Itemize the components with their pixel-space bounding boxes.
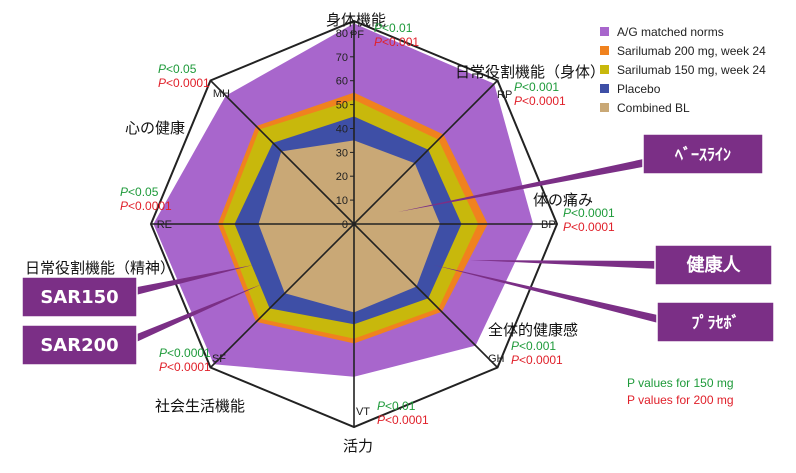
pvalue-200-gh: P<0.0001 [511, 353, 563, 367]
axis-spoke [353, 223, 499, 369]
legend-label: Placebo [617, 81, 661, 96]
callout-box [654, 244, 773, 286]
pvalue-150-vt: P<0.01 [377, 399, 416, 413]
callout-box [656, 301, 775, 343]
axis-spoke [353, 79, 499, 225]
axis-abbr-bp: BP [541, 219, 556, 231]
callout-pointer [398, 158, 648, 212]
pvalue-150-re: P<0.05 [120, 185, 159, 199]
legend-item: Combined BL [600, 98, 766, 117]
callout-label: 健康人 [687, 254, 742, 276]
callout-box [21, 324, 138, 366]
pvalue-200-mh: P<0.0001 [158, 76, 210, 90]
pvalue-150-mh: P<0.05 [158, 62, 197, 76]
legend-item: Placebo [600, 79, 766, 98]
pvalue-200-sf: P<0.0001 [159, 360, 211, 374]
axis-abbr-mh: MH [213, 88, 230, 100]
radial-tick-label: 0 [342, 219, 348, 231]
legend-swatch [600, 46, 609, 55]
axis-label-mh: 心の健康 [125, 119, 185, 137]
legend-item: A/G matched norms [600, 22, 766, 41]
callout-pointer [132, 284, 262, 344]
legend-item: Sarilumab 150 mg, week 24 [600, 60, 766, 79]
axis-label-bp: 体の痛み [533, 191, 593, 209]
legend-label: Sarilumab 200 mg, week 24 [617, 43, 766, 58]
pvalue-150-bp: P<0.0001 [563, 206, 615, 220]
legend-label: Combined BL [617, 100, 690, 115]
radial-tick-label: 50 [336, 100, 348, 112]
pvalue-150-pf: P<0.01 [374, 21, 413, 35]
callout-pointer [132, 265, 253, 296]
legend-swatch [600, 65, 609, 74]
legend-swatch [600, 103, 609, 112]
legend-item: Sarilumab 200 mg, week 24 [600, 41, 766, 60]
legend-swatch [600, 84, 609, 93]
pvalue-200-re: P<0.0001 [120, 199, 172, 213]
axis-abbr-rp: RP [497, 89, 512, 101]
radial-tick-label: 20 [336, 171, 348, 183]
axis-label-re: 日常役割機能（精神） [25, 259, 175, 277]
callout-label: SAR150 [40, 287, 118, 308]
axis-label-sf: 社会生活機能 [155, 397, 245, 415]
radial-tick-label: 80 [336, 28, 348, 40]
callout-pointer [470, 260, 660, 269]
footnote-150: P values for 150 mg [627, 376, 734, 390]
callout-box [642, 133, 764, 175]
legend-label: Sarilumab 150 mg, week 24 [617, 62, 766, 77]
pvalue-200-bp: P<0.0001 [563, 220, 615, 234]
callout-label: ﾍﾞｰｽﾗｲﾝ [674, 145, 731, 164]
legend-swatch [600, 27, 609, 36]
callout-label: ﾌﾟﾗｾﾎﾞ [691, 313, 739, 332]
axis-spoke [209, 223, 355, 369]
radial-tick-label: 60 [336, 76, 348, 88]
pvalue-200-pf: P<0.001 [374, 35, 419, 49]
axis-abbr-vt: VT [356, 406, 370, 418]
pvalue-150-gh: P<0.001 [511, 339, 556, 353]
axis-label-gh: 全体的健康感 [488, 321, 578, 339]
pvalue-150-sf: P<0.0001 [159, 346, 211, 360]
callout-pointer [434, 265, 662, 324]
axis-label-vt: 活力 [343, 437, 373, 455]
pvalue-200-rp: P<0.0001 [514, 94, 566, 108]
callout-label: SAR200 [40, 335, 118, 356]
legend-label: A/G matched norms [617, 24, 724, 39]
axis-abbr-gh: GH [488, 353, 505, 365]
axis-abbr-sf: SF [212, 353, 226, 365]
axis-spoke [209, 79, 355, 225]
axis-label-rp: 日常役割機能（身体） [455, 63, 605, 81]
axis-label-pf: 身体機能 [326, 11, 386, 29]
radial-tick-label: 10 [336, 195, 348, 207]
pvalue-200-vt: P<0.0001 [377, 413, 429, 427]
pvalue-150-rp: P<0.001 [514, 80, 559, 94]
footnote-200: P values for 200 mg [627, 393, 734, 407]
radial-tick-label: 40 [336, 123, 348, 135]
radial-tick-label: 30 [336, 147, 348, 159]
axis-abbr-re: RE [157, 219, 172, 231]
callout-box [21, 276, 138, 318]
radial-tick-label: 70 [336, 52, 348, 64]
axis-abbr-pf: PF [350, 29, 364, 41]
legend: A/G matched norms Sarilumab 200 mg, week… [600, 22, 766, 117]
